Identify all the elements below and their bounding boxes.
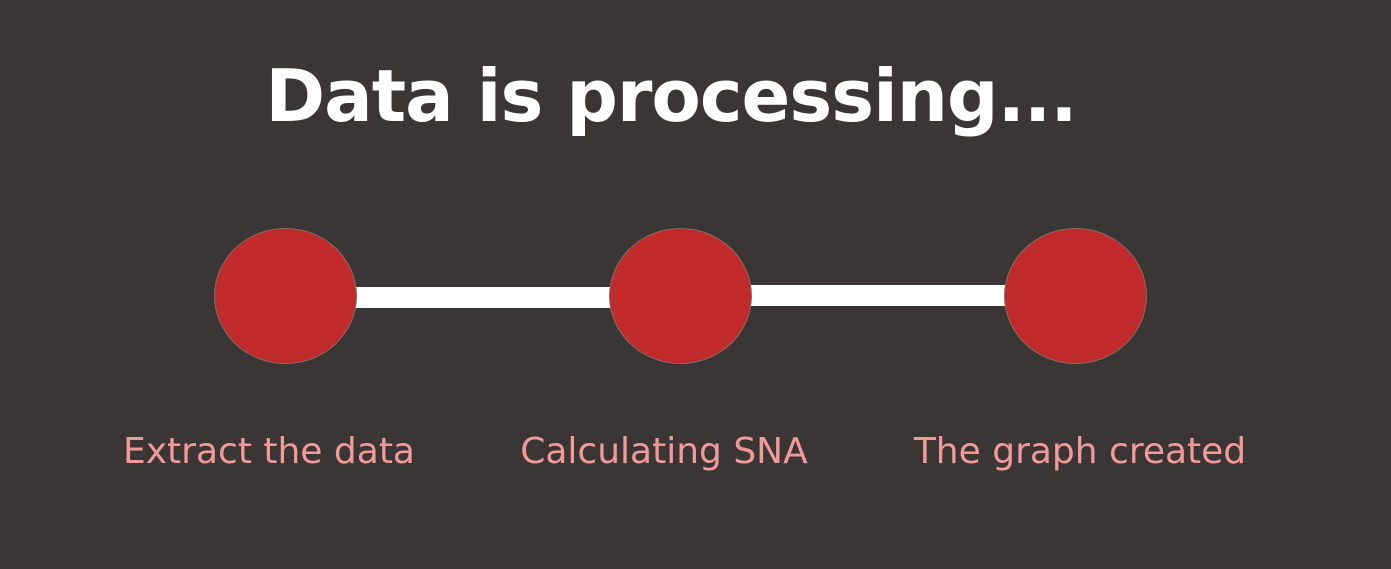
page-title: Data is processing... xyxy=(265,54,1077,138)
step-circle-calculating xyxy=(609,228,752,364)
step-connector xyxy=(750,285,1007,306)
step-label-graph: The graph created xyxy=(913,431,1247,472)
step-connector xyxy=(355,287,612,308)
step-circle-graph xyxy=(1004,228,1147,364)
step-label-calculating: Calculating SNA xyxy=(520,431,808,472)
step-circle-extract xyxy=(214,228,357,364)
step-label-extract: Extract the data xyxy=(123,431,415,472)
